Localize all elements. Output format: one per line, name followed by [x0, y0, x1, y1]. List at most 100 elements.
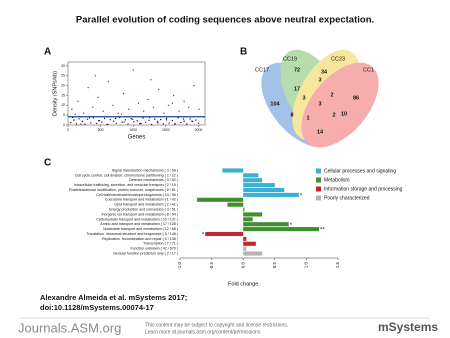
point — [172, 94, 175, 97]
point — [78, 118, 80, 120]
point — [75, 123, 78, 125]
point — [88, 117, 91, 119]
category-label: Energy production and conversion ( 3 / 5… — [109, 208, 178, 212]
legend-label: Poorly characterized — [324, 195, 370, 201]
point — [162, 123, 164, 125]
point — [140, 122, 142, 125]
point — [132, 69, 134, 71]
point — [77, 100, 79, 103]
bar — [243, 212, 263, 217]
point — [174, 123, 176, 125]
point — [183, 100, 185, 103]
venn-count: 10 — [341, 111, 347, 117]
venn-count: 2 — [330, 92, 333, 98]
point — [136, 120, 138, 122]
point — [92, 106, 94, 108]
x-tick-label: -1.0 — [177, 262, 182, 270]
point — [163, 112, 165, 114]
point — [139, 122, 141, 125]
category-label: Inorganic ion transport and metabolism (… — [101, 212, 178, 216]
venn-count: 17 — [294, 86, 300, 92]
point — [186, 123, 188, 125]
category-label: Intracellular trafficking, secretion, an… — [74, 183, 178, 187]
point — [84, 123, 86, 125]
citation: doi:10.1128/mSystems.00074-17 — [40, 303, 154, 312]
bar — [243, 241, 256, 246]
legend-label: Metabolism — [324, 177, 350, 183]
point — [74, 113, 76, 115]
y-tick-label: 15 — [61, 93, 65, 97]
point — [197, 122, 200, 124]
category-label: Defense mechanisms ( 3 / 52 ) — [129, 178, 178, 182]
category-label: Lipid transport and metabolism ( 2 / 41 … — [114, 203, 178, 207]
x-tick-label: 0.0 — [240, 262, 245, 269]
point — [87, 86, 89, 89]
venn-count: 2 — [332, 112, 335, 118]
point — [80, 123, 82, 125]
point — [154, 118, 156, 120]
point — [152, 106, 155, 108]
point — [159, 118, 162, 121]
point — [115, 122, 117, 124]
venn-count: 14 — [317, 129, 324, 135]
point — [150, 79, 152, 81]
legend-swatch — [316, 186, 321, 192]
point — [191, 120, 193, 122]
point — [122, 92, 125, 95]
legend-label: Cellular processes and signaling — [324, 168, 396, 174]
x-tick-label: 1.0 — [304, 262, 309, 269]
point — [142, 110, 145, 112]
venn-count: 8 — [290, 112, 293, 118]
bar — [243, 222, 289, 227]
point — [193, 84, 195, 87]
footer-notice: This content may be subject to copyright… — [145, 322, 288, 328]
y-tick-label: 30 — [61, 64, 65, 68]
point — [167, 104, 170, 107]
bar — [197, 197, 244, 202]
y-tick-label: 20 — [61, 84, 65, 88]
point — [148, 119, 150, 121]
point — [156, 121, 159, 123]
footer-notice[interactable]: Learn more at journals.asm.org/content/p… — [145, 329, 261, 335]
venn-count: 3 — [302, 95, 305, 101]
point — [109, 118, 112, 121]
bar — [205, 231, 244, 237]
title: Parallel evolution of coding sequences a… — [76, 15, 374, 26]
point — [71, 108, 73, 110]
bar — [243, 207, 245, 212]
bar — [243, 192, 299, 197]
x-axis-label: Genes — [128, 135, 146, 141]
category-label: Translation, ribosomal structure and bio… — [86, 232, 178, 236]
bar — [243, 217, 253, 222]
venn-set-label: CC17 — [255, 67, 269, 73]
point — [114, 117, 117, 120]
bar — [243, 183, 275, 188]
point — [165, 119, 168, 121]
footer-site[interactable]: Journals.ASM.org — [18, 320, 121, 335]
category-label: Cell wall/membrane/envelope biogenesis (… — [96, 193, 178, 197]
bar — [243, 227, 320, 232]
bar — [227, 202, 244, 207]
point — [189, 118, 191, 120]
x-tick-label: 0.5 — [272, 262, 277, 269]
category-label: Replication, recombination and repair ( … — [102, 237, 178, 241]
venn-count: 3 — [318, 77, 321, 83]
venn-count: 72 — [294, 67, 300, 73]
y-tick-label: 5 — [63, 113, 65, 117]
venn-count: 3 — [318, 101, 321, 107]
category-label: Nucleotide transport and metabolism ( 12… — [103, 227, 178, 231]
venn-shapes — [261, 49, 379, 148]
x-axis-label: Fold change — [228, 281, 258, 287]
bar — [243, 173, 259, 178]
point — [102, 110, 104, 112]
point — [130, 118, 132, 120]
point — [96, 122, 98, 125]
point — [103, 117, 106, 120]
point — [180, 121, 182, 124]
category-label: Posttranslational modification, protein … — [69, 188, 178, 192]
point — [124, 119, 127, 121]
point — [171, 119, 174, 122]
x-tick-label: 2000 — [195, 128, 203, 132]
citation: Alexandre Almeida et al. mSystems 2017; — [40, 293, 187, 302]
